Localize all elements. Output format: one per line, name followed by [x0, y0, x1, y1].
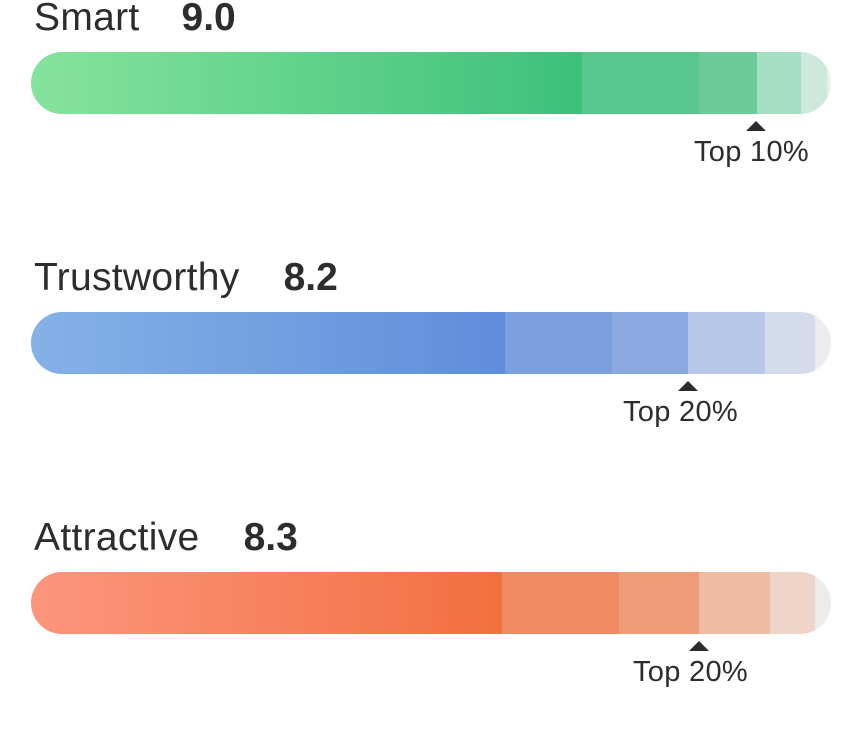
bar-band-3 — [688, 312, 765, 374]
metric-score: 9.0 — [181, 0, 236, 39]
bar-band-1 — [582, 52, 699, 114]
metric-score: 8.3 — [243, 516, 298, 559]
bar-band-2 — [699, 52, 757, 114]
bar-band-2 — [619, 572, 699, 634]
percentile-label: Top 20% — [623, 396, 738, 428]
metric-attractive: Attractive 8.3 Top 20% — [0, 516, 864, 720]
bar-band-4 — [770, 572, 815, 634]
metric-score: 8.2 — [283, 256, 338, 299]
bar-band-4 — [765, 312, 815, 374]
bar-band-1 — [502, 572, 619, 634]
score-bar — [31, 312, 831, 374]
bar-fill-main — [31, 52, 582, 114]
metric-label: Trustworthy — [34, 256, 240, 299]
bar-band-3 — [757, 52, 801, 114]
metric-header: Trustworthy 8.2 — [34, 256, 338, 302]
bar-band-4 — [801, 52, 827, 114]
metric-smart: Smart 9.0 Top 10% — [0, 0, 864, 200]
bar-band-3 — [699, 572, 770, 634]
percentile-marker-icon — [746, 121, 766, 131]
percentile-label: Top 20% — [633, 656, 748, 688]
percentile-marker-icon — [678, 381, 698, 391]
metric-header: Smart 9.0 — [34, 0, 236, 42]
percentile-marker-icon — [689, 641, 709, 651]
bar-band-2 — [612, 312, 688, 374]
metric-header: Attractive 8.3 — [34, 516, 298, 562]
percentile-label: Top 10% — [694, 136, 809, 168]
metric-trustworthy: Trustworthy 8.2 Top 20% — [0, 256, 864, 460]
score-bar — [31, 572, 831, 634]
metric-label: Smart — [34, 0, 140, 39]
bar-band-1 — [505, 312, 612, 374]
score-bar — [31, 52, 831, 114]
metric-label: Attractive — [34, 516, 200, 559]
bar-fill-main — [31, 572, 502, 634]
bar-fill-main — [31, 312, 505, 374]
